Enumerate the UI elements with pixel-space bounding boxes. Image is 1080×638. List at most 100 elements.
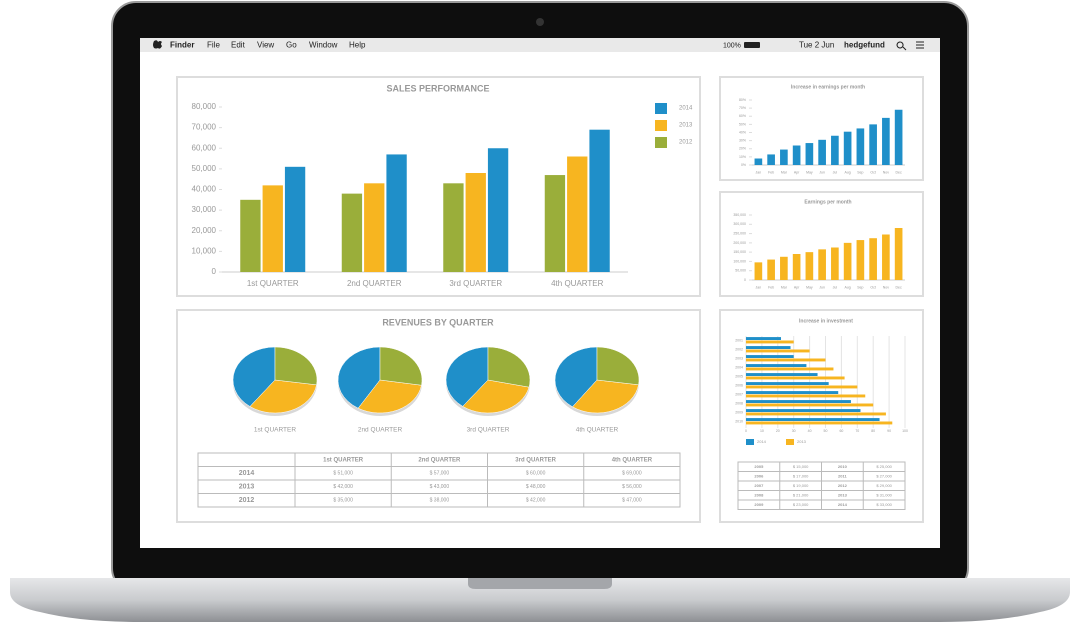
bar	[882, 234, 890, 280]
bar	[869, 238, 877, 280]
y-tick-label: 2003	[735, 356, 743, 360]
clock: Tue 2 Jun	[799, 41, 834, 50]
menu-item[interactable]: Help	[349, 41, 366, 50]
x-tick-label: 2nd QUARTER	[347, 279, 402, 288]
legend-label: 2012	[679, 140, 693, 146]
bar	[746, 349, 810, 353]
table-cell: $ 47,000	[622, 498, 642, 504]
pie-slice	[572, 379, 639, 414]
y-tick-label: 0%	[741, 163, 746, 167]
y-tick-label: 300,000	[733, 222, 746, 226]
x-tick-label: Apr	[794, 285, 800, 289]
table-cell: $ 42,000	[526, 498, 546, 504]
table-cell: $ 21,000	[793, 492, 809, 497]
pie-slice	[596, 346, 640, 386]
x-tick-label: Feb	[768, 170, 774, 174]
bar	[869, 124, 877, 165]
x-tick-label: May	[806, 170, 813, 174]
x-tick-label: 10	[760, 429, 764, 433]
table-cell: 2011	[838, 473, 847, 478]
x-tick-label: Jun	[819, 285, 825, 289]
y-tick-label: 200,000	[733, 241, 746, 245]
table-row-label: 2012	[239, 497, 255, 504]
y-tick-label: 2005	[735, 374, 743, 378]
pie-slice	[274, 346, 318, 386]
legend-label: 2013	[797, 439, 807, 444]
x-tick-label: 3rd QUARTER	[449, 279, 502, 288]
menu-item[interactable]: File	[207, 41, 220, 50]
x-tick-label: Nov	[883, 170, 889, 174]
table-cell: $ 23,000	[793, 502, 809, 507]
y-tick-label: 10,000	[192, 246, 217, 255]
y-tick-label: 30,000	[192, 205, 217, 214]
menu-item[interactable]: Finder	[170, 41, 194, 50]
x-tick-label: 0	[745, 429, 747, 433]
table-cell: $ 60,000	[526, 471, 546, 477]
legend-swatch	[746, 439, 754, 445]
menu-bar	[140, 38, 940, 52]
table-row-label: 2013	[239, 484, 255, 491]
table-cell: $ 48,000	[526, 484, 546, 490]
table-header: 4th QUARTER	[612, 457, 653, 463]
table-cell: $ 33,000	[876, 502, 892, 507]
y-tick-label: 50,000	[735, 269, 746, 273]
pie-label: 2nd QUARTER	[358, 427, 403, 434]
chart-title: REVENUES BY QUARTER	[382, 317, 494, 327]
bar	[746, 367, 834, 371]
bar	[805, 252, 814, 280]
y-tick-label: 2002	[735, 347, 743, 351]
panel	[176, 76, 701, 297]
y-tick-label: 40%	[739, 130, 746, 134]
bar	[780, 256, 788, 280]
apple-icon	[153, 40, 162, 49]
bar	[818, 249, 826, 280]
pie-label: 3rd QUARTER	[467, 427, 510, 434]
table-cell: 2012	[838, 483, 848, 488]
table-cell: $ 69,000	[622, 471, 642, 477]
y-tick-label: 30%	[739, 139, 746, 143]
menu-item[interactable]: Go	[286, 41, 297, 50]
x-tick-label: Jul	[833, 285, 838, 289]
list-icon	[916, 41, 924, 49]
legend-swatch	[655, 103, 667, 114]
menu-item[interactable]: Edit	[231, 41, 246, 50]
pie-slice	[487, 346, 531, 388]
bar	[746, 418, 880, 421]
bar	[818, 139, 826, 165]
pie-label: 1st QUARTER	[254, 427, 296, 434]
pie-label: 4th QUARTER	[576, 427, 619, 434]
x-tick-label: Oct	[870, 285, 875, 289]
chart-title: Increase in investment	[799, 318, 853, 324]
pie-slice	[337, 346, 381, 409]
menu-item[interactable]: Window	[309, 41, 338, 50]
table-cell: 2013	[838, 492, 848, 497]
bar	[262, 185, 283, 272]
y-tick-label: 350,000	[733, 213, 746, 217]
y-tick-label: 2004	[735, 365, 743, 369]
table-cell: $ 31,000	[876, 492, 892, 497]
x-tick-label: Dec	[896, 285, 902, 289]
x-tick-label: Sep	[857, 170, 863, 174]
bar	[746, 391, 839, 394]
y-tick-label: 80%	[739, 98, 746, 102]
y-tick-label: 20,000	[192, 226, 217, 235]
legend-label: 2014	[679, 106, 693, 112]
x-tick-label: Oct	[870, 170, 875, 174]
y-tick-label: 10%	[739, 155, 746, 159]
x-tick-label: 20	[776, 429, 780, 433]
x-tick-label: Dec	[896, 170, 902, 174]
y-tick-label: 2001	[735, 338, 743, 342]
table-row-label: 2014	[239, 470, 255, 477]
bar	[754, 262, 763, 280]
legend-swatch	[655, 120, 667, 131]
bar	[882, 117, 890, 165]
menu-item[interactable]: View	[257, 41, 274, 50]
panel	[719, 76, 924, 181]
bar	[780, 149, 788, 165]
bar	[544, 175, 566, 272]
table-cell: 2005	[754, 464, 764, 469]
panel	[176, 309, 701, 523]
x-tick-label: Aug	[845, 170, 851, 174]
bar	[746, 403, 874, 407]
